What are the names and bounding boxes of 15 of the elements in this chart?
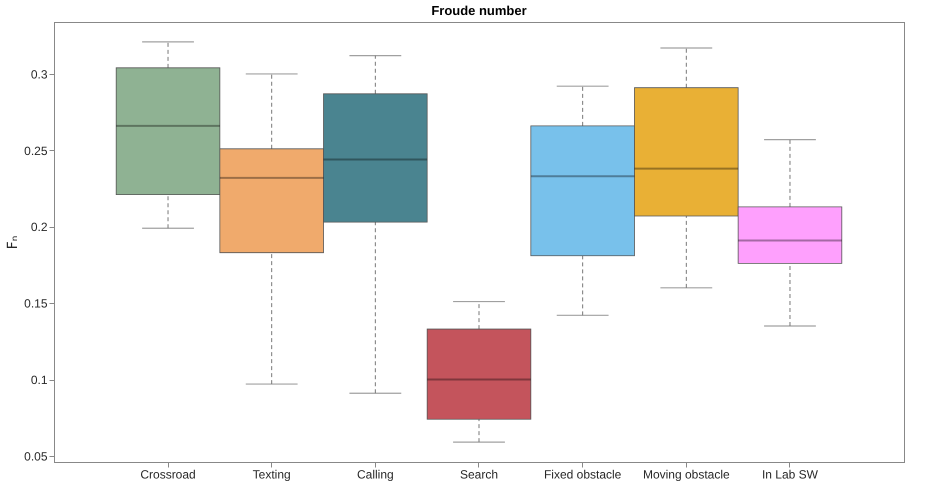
x-tick-label: Moving obstacle — [642, 468, 730, 482]
x-tick-label: In Lab SW — [762, 468, 819, 482]
x-tick-label: Crossroad — [140, 468, 196, 482]
y-axis-title: Fₙ — [5, 236, 22, 250]
x-tick-label: Search — [460, 468, 498, 482]
x-tick-label: Fixed obstacle — [544, 468, 622, 482]
chart-title: Froude number — [431, 3, 527, 18]
y-tick-label: 0.2 — [30, 220, 48, 234]
y-tick-label: 0.1 — [30, 373, 48, 387]
y-tick-label: 0.05 — [24, 449, 48, 464]
x-tick-label: Texting — [252, 468, 291, 482]
x-tick-label: Calling — [357, 468, 394, 482]
y-tick-label: 0.3 — [30, 67, 48, 82]
y-tick-label: 0.25 — [24, 144, 48, 158]
y-tick-label: 0.15 — [24, 296, 48, 311]
